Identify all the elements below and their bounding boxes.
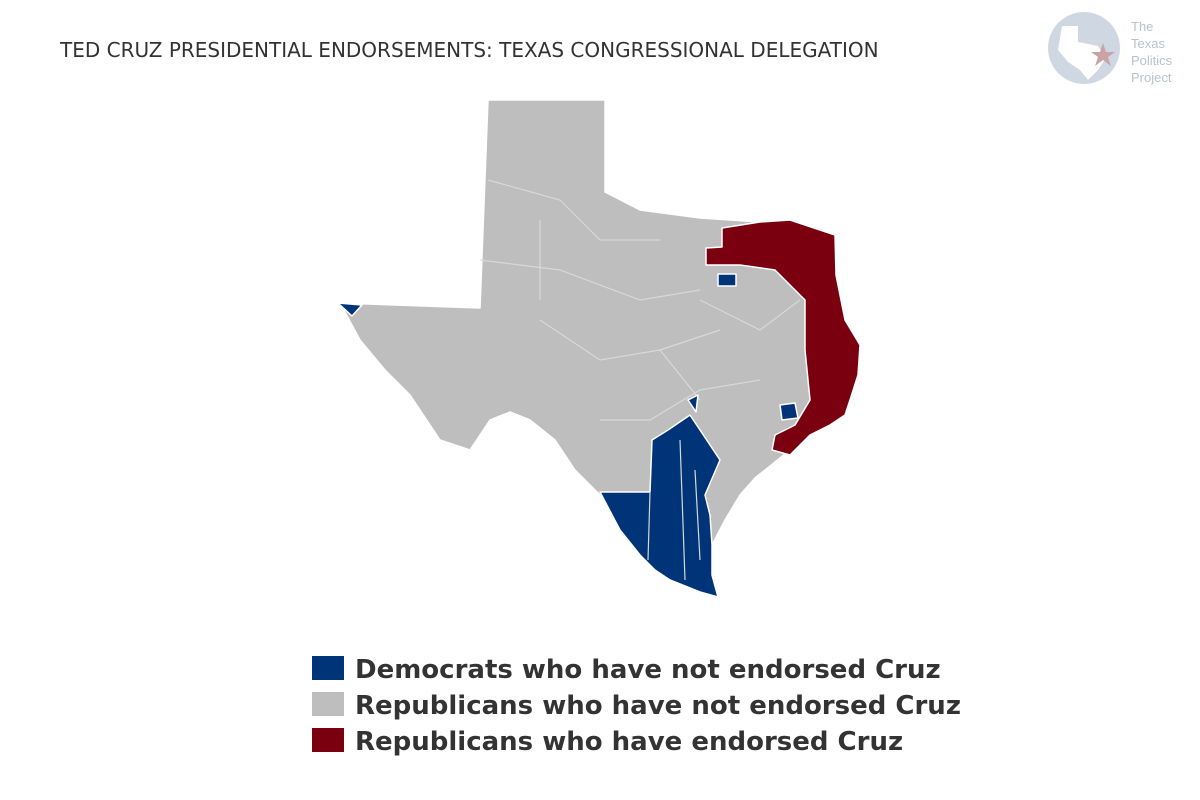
logo: The Texas Politics Project [1048,12,1173,85]
legend-swatch [312,692,344,716]
district-line [479,179,801,421]
logo-text: The [1131,19,1153,34]
region-democrat [779,402,799,421]
texas-map [337,99,861,598]
region-democrat [599,414,721,598]
region-democrat [717,273,737,287]
legend-label: Democrats who have not endorsed Cruz [355,655,941,685]
legend-label: Republicans who have endorsed Cruz [355,727,903,757]
district-line [647,439,701,581]
logo-star [1091,43,1115,66]
region-democrat [687,394,699,413]
legend-label: Republicans who have not endorsed Cruz [355,691,961,721]
map-title: TED CRUZ PRESIDENTIAL ENDORSEMENTS: TEXA… [59,38,879,62]
legend: Democrats who have not endorsed Cruz Rep… [312,655,961,757]
logo-texas [1058,26,1106,80]
region-democrat [337,302,363,317]
logo-text: Project [1131,70,1172,85]
logo-text: Texas [1131,36,1165,51]
logo-text: Politics [1131,53,1173,68]
legend-swatch [312,728,344,752]
region-republican-endorsed [705,219,861,456]
region-republican-not-endorsed [339,99,861,598]
legend-swatch [312,656,344,680]
